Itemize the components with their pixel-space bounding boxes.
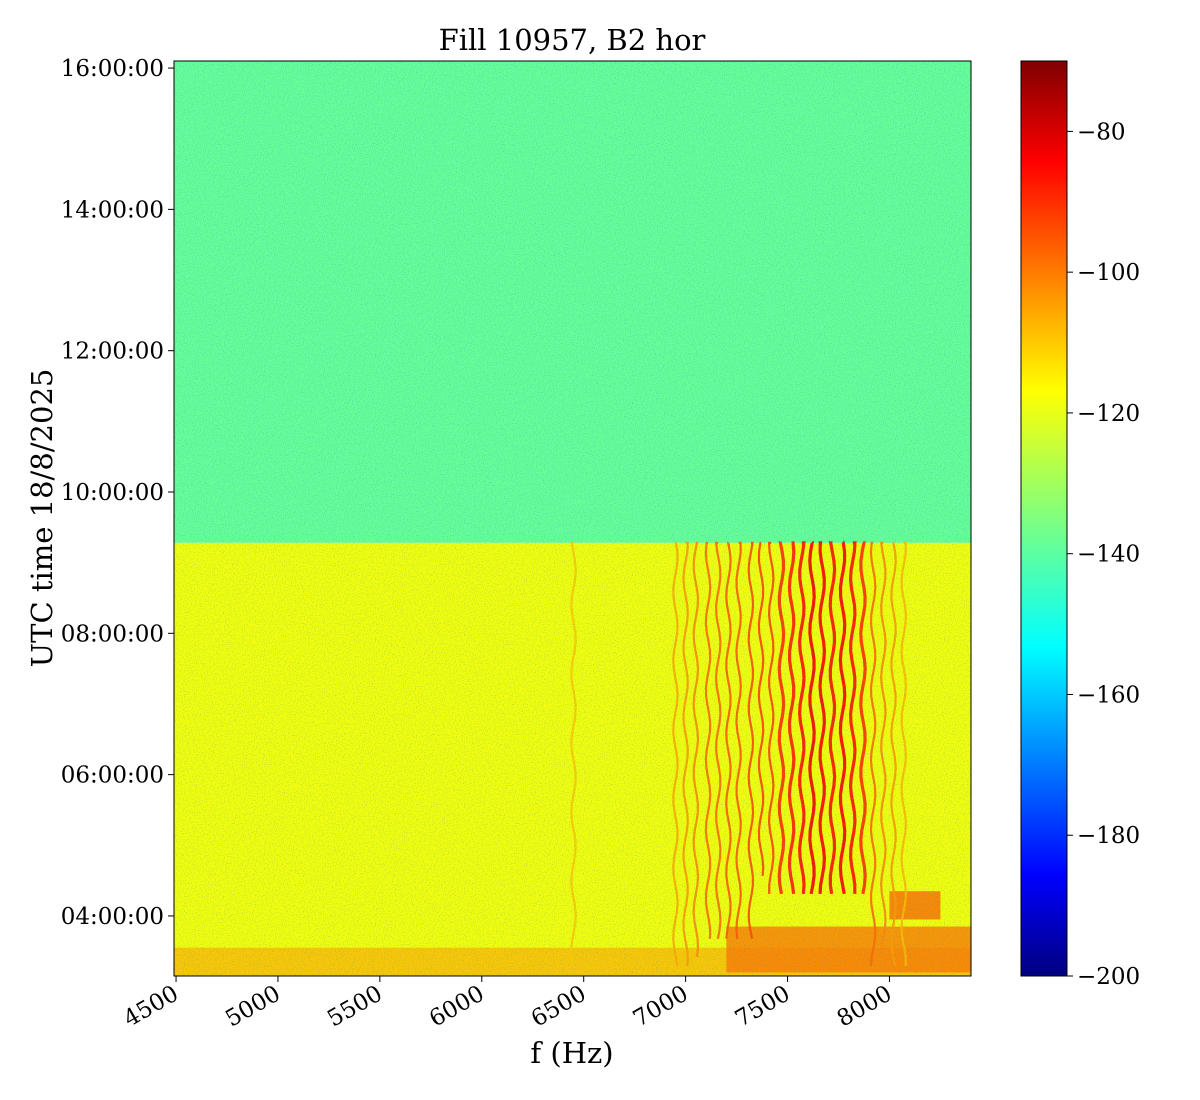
x-tick-label: 5000	[221, 981, 285, 1033]
y-axis-ticks: 04:00:00 06:00:00 08:00:00 10:00:00 12:00:00…	[61, 56, 174, 930]
x-tick-label: 5500	[323, 981, 387, 1033]
colorbar-tick-label: −140	[1077, 542, 1140, 568]
colorbar-tick-label: −180	[1077, 823, 1140, 849]
colorbar-tick-label: −100	[1077, 260, 1140, 286]
x-tick-label: 7500	[731, 981, 795, 1033]
x-tick-label: 7000	[629, 981, 693, 1033]
x-tick-label: 4500	[119, 981, 183, 1033]
colorbar-ticks: −80 −100 −120 −140 −160 −180 −200	[1067, 119, 1140, 990]
y-tick-label: 08:00:00	[61, 621, 164, 647]
plot-frame	[173, 60, 972, 977]
y-tick-label: 16:00:00	[61, 56, 164, 82]
x-tick-label: 6000	[425, 981, 489, 1033]
chart-title: Fill 10957, B2 hor	[439, 23, 706, 57]
colorbar-tick-label: −120	[1077, 401, 1140, 427]
x-tick-label: 8000	[833, 981, 897, 1033]
heatmap-noise-texture	[174, 61, 971, 976]
y-tick-label: 12:00:00	[61, 339, 164, 365]
y-tick-label: 06:00:00	[61, 763, 164, 789]
x-tick-label: 6500	[527, 981, 591, 1033]
x-axis-label: f (Hz)	[530, 1036, 613, 1070]
colorbar-tick-label: −80	[1077, 119, 1126, 145]
x-axis-ticks: 4500 5000 5500 6000 6500 7000 7500 8000	[119, 976, 896, 1032]
y-axis-label: UTC time 18/8/2025	[25, 369, 59, 668]
y-tick-label: 04:00:00	[61, 904, 164, 930]
colorbar-tick-label: −160	[1077, 682, 1140, 708]
colorbar-tick-label: −200	[1077, 964, 1140, 990]
y-tick-label: 14:00:00	[61, 197, 164, 223]
colorbar	[1020, 60, 1068, 977]
y-tick-label: 10:00:00	[61, 480, 164, 506]
